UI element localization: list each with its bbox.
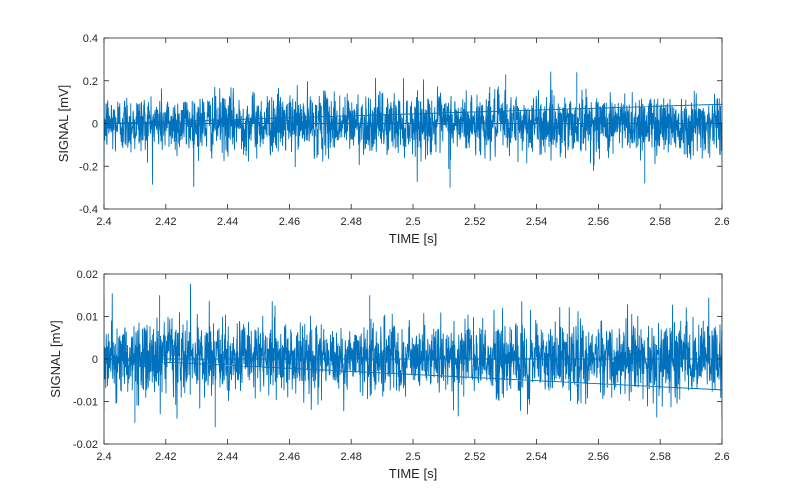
subplot-1: 2.4 2.42 2.44 2.46 2.48 2.5 2.52 2.54 2.56 2.58 2.… [56,33,730,246]
x-tick-label: 2.5 [405,451,420,463]
x-tick-label: 2.6 [714,216,729,228]
x-tick-label: 2.54 [526,451,547,463]
x-tick-label: 2.44 [217,216,238,228]
x-tick-label: 2.4 [96,451,111,463]
x-tick-label: 2.4 [96,216,111,228]
x-tick-label: 2.46 [279,451,300,463]
y-tick-label: -0.2 [79,161,98,173]
y-axis-label: SIGNAL [mV] [48,320,63,398]
y-tick-label: 0.02 [77,269,98,281]
x-tick-label: 2.46 [279,216,300,228]
x-tick-label: 2.48 [340,216,361,228]
signal-line [104,283,722,427]
y-tick-label: 0.4 [83,33,98,45]
x-tick-label: 2.54 [526,216,547,228]
subplots: 2.4 2.42 2.44 2.46 2.48 2.5 2.52 2.54 2.56 2.58 2.… [48,33,730,481]
signal-line [104,71,722,188]
x-tick-label: 2.56 [588,451,609,463]
y-tick-label: 0 [92,119,98,131]
y-tick-label: 0.01 [77,312,98,324]
x-tick-label: 2.42 [155,451,176,463]
y-tick-label: -0.02 [73,439,98,451]
x-tick-label: 2.44 [217,451,238,463]
y-axis-label: SIGNAL [mV] [56,85,71,163]
y-tick-label: -0.01 [73,397,98,409]
subplot-2: 2.4 2.42 2.44 2.46 2.48 2.5 2.52 2.54 2.56 2.58 2.… [48,269,730,481]
x-tick-label: 2.42 [155,216,176,228]
x-axis-label: TIME [s] [389,466,437,481]
x-tick-label: 2.56 [588,216,609,228]
y-tick-label: 0.2 [83,76,98,88]
y-tick-label: 0 [92,354,98,366]
x-tick-label: 2.52 [464,451,485,463]
x-tick-label: 2.52 [464,216,485,228]
x-tick-label: 2.58 [649,451,670,463]
y-tick-label: -0.4 [79,204,98,216]
x-tick-label: 2.6 [714,451,729,463]
x-tick-label: 2.5 [405,216,420,228]
x-tick-label: 2.58 [649,216,670,228]
x-tick-label: 2.48 [340,451,361,463]
x-axis-label: TIME [s] [389,231,437,246]
